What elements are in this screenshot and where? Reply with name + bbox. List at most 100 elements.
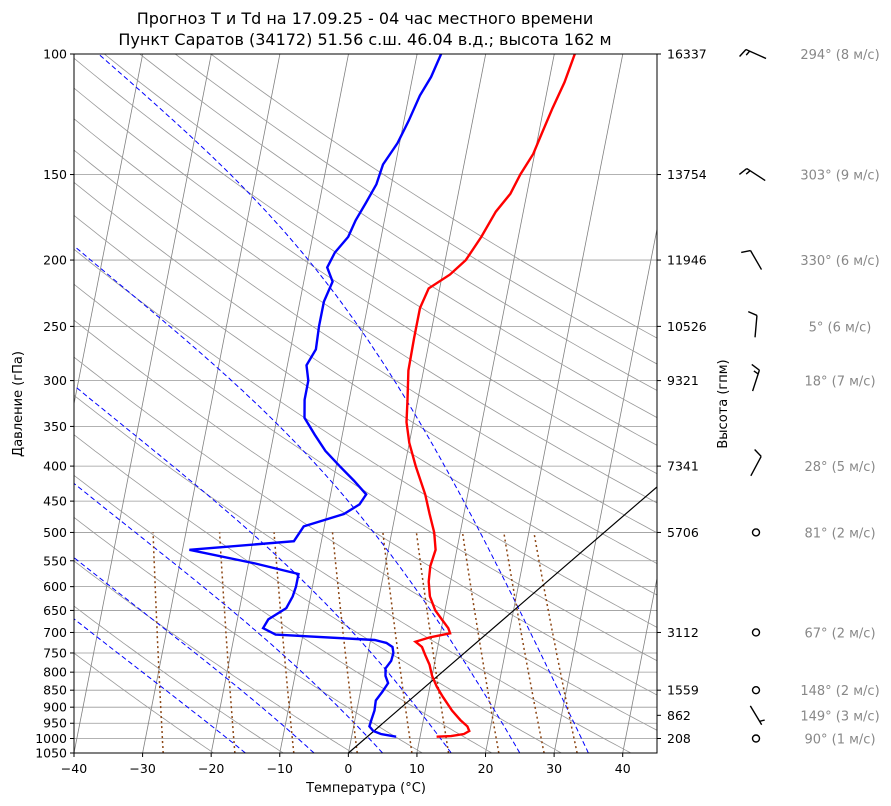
dry-adiabat bbox=[210, 54, 657, 339]
dry-adiabat bbox=[74, 57, 657, 446]
wind-calm-circle bbox=[751, 528, 761, 537]
wind-barb-feather bbox=[741, 249, 751, 254]
wind-barb-feather bbox=[738, 167, 748, 176]
wind-barb-half-feather bbox=[745, 170, 751, 175]
y-tick-label: 900 bbox=[43, 700, 67, 715]
y-tick-label: 400 bbox=[43, 459, 67, 474]
dry-adiabat bbox=[74, 214, 657, 596]
wind-barb-half-feather bbox=[759, 719, 765, 722]
mixing-ratio-line bbox=[273, 532, 295, 753]
wind-label: 330° (6 м/с) bbox=[800, 254, 879, 269]
y-axis-label: Давление (гПа) bbox=[11, 351, 26, 457]
x-tick-label: −30 bbox=[129, 761, 155, 776]
wind-label: 149° (3 м/с) bbox=[800, 709, 879, 724]
wind-barb-staff bbox=[754, 315, 758, 338]
mixing-ratio-line bbox=[461, 532, 500, 753]
wind-label: 5° (6 м/с) bbox=[809, 320, 872, 335]
isotherm bbox=[622, 576, 657, 753]
wind-calm-circle bbox=[751, 685, 761, 695]
wind-label: 18° (7 м/с) bbox=[804, 375, 875, 390]
plot-frame bbox=[73, 53, 658, 754]
moist-adiabat bbox=[74, 482, 383, 753]
moist-adiabat bbox=[74, 245, 521, 753]
height-tick-label: 13754 bbox=[667, 167, 707, 182]
y-tick-label: 1050 bbox=[35, 746, 67, 761]
chart-subtitle: Пункт Саратов (34172) 51.56 с.ш. 46.04 в… bbox=[118, 30, 611, 49]
isotherm bbox=[142, 54, 281, 753]
wind-barb-staff bbox=[750, 456, 762, 477]
mixing-ratio-line bbox=[152, 532, 164, 753]
right-axis-label: Высота (гпм) bbox=[716, 359, 731, 448]
y-tick-label: 500 bbox=[43, 525, 67, 540]
wind-barb-feather bbox=[754, 449, 762, 457]
y-tick-label: 800 bbox=[43, 665, 67, 680]
dry-adiabat bbox=[74, 283, 657, 662]
moist-adiabat bbox=[98, 54, 589, 753]
wind-label: 81° (2 м/с) bbox=[804, 526, 875, 541]
isotherm bbox=[485, 54, 624, 753]
wind-barb-half-feather bbox=[753, 370, 759, 375]
isotherm bbox=[553, 227, 657, 753]
isotherm bbox=[210, 54, 349, 753]
dewpoint-line bbox=[189, 54, 443, 738]
dry-adiabat bbox=[74, 605, 284, 753]
y-tick-label: 100 bbox=[43, 47, 67, 62]
height-tick-label: 3112 bbox=[667, 625, 699, 640]
x-tick-label: 20 bbox=[478, 761, 494, 776]
x-tick-label: −40 bbox=[61, 761, 87, 776]
y-tick-label: 300 bbox=[43, 373, 67, 388]
wind-barb-feather bbox=[751, 363, 760, 371]
dry-adiabat bbox=[74, 181, 657, 565]
y-tick-label: 200 bbox=[43, 253, 67, 268]
wind-label: 148° (2 м/с) bbox=[800, 684, 879, 699]
data-series bbox=[189, 54, 657, 753]
height-tick-label: 862 bbox=[667, 708, 691, 723]
dry-adiabat bbox=[74, 118, 657, 504]
dry-adiabat bbox=[74, 516, 423, 753]
chart-title: Прогноз T и Td на 17.09.25 - 04 час мест… bbox=[137, 9, 593, 28]
mixing-ratio-line bbox=[382, 532, 413, 753]
dry-adiabat bbox=[74, 434, 562, 753]
dry-adiabat bbox=[74, 474, 493, 753]
dry-adiabat bbox=[175, 54, 657, 365]
wind-barb-staff bbox=[749, 250, 763, 270]
y-tick-label: 950 bbox=[43, 716, 67, 731]
mixing-ratio-line bbox=[331, 532, 358, 753]
dry-adiabat bbox=[74, 652, 214, 753]
y-tick-label: 350 bbox=[43, 419, 67, 434]
x-tick-label: −20 bbox=[198, 761, 224, 776]
temperature-line bbox=[405, 54, 576, 738]
wind-calm-circle bbox=[751, 628, 761, 637]
mixing-ratio-line bbox=[415, 532, 450, 753]
x-tick-label: 0 bbox=[344, 761, 352, 776]
background-lines bbox=[74, 54, 657, 753]
x-tick-label: 30 bbox=[546, 761, 562, 776]
y-tick-label: 600 bbox=[43, 579, 67, 594]
x-tick-label: 10 bbox=[409, 761, 425, 776]
y-tick-label: 1000 bbox=[35, 731, 67, 746]
height-tick-label: 208 bbox=[667, 731, 691, 746]
x-tick-label: 40 bbox=[615, 761, 631, 776]
isotherm bbox=[348, 54, 487, 753]
y-tick-label: 450 bbox=[43, 494, 67, 509]
y-tick-label: 150 bbox=[43, 167, 67, 182]
height-tick-label: 10526 bbox=[667, 319, 707, 334]
height-tick-label: 1559 bbox=[667, 683, 699, 698]
y-tick-label: 550 bbox=[43, 553, 67, 568]
dry-adiabat bbox=[74, 319, 657, 696]
mixing-ratio-line bbox=[503, 532, 545, 753]
wind-barb-feather bbox=[747, 311, 758, 317]
wind-label: 90° (1 м/с) bbox=[804, 732, 875, 747]
wind-calm-circle bbox=[751, 734, 761, 743]
wind-label: 28° (5 м/с) bbox=[804, 460, 875, 475]
y-tick-label: 650 bbox=[43, 603, 67, 618]
moist-adiabat bbox=[74, 556, 315, 753]
wind-label: 303° (9 м/с) bbox=[800, 169, 879, 184]
height-tick-label: 11946 bbox=[667, 253, 707, 268]
wind-barb-feather bbox=[739, 49, 747, 57]
dry-adiabat bbox=[104, 54, 657, 419]
height-tick-label: 5706 bbox=[667, 525, 699, 540]
mixing-ratio-line bbox=[218, 532, 236, 753]
dry-adiabat bbox=[74, 149, 657, 534]
